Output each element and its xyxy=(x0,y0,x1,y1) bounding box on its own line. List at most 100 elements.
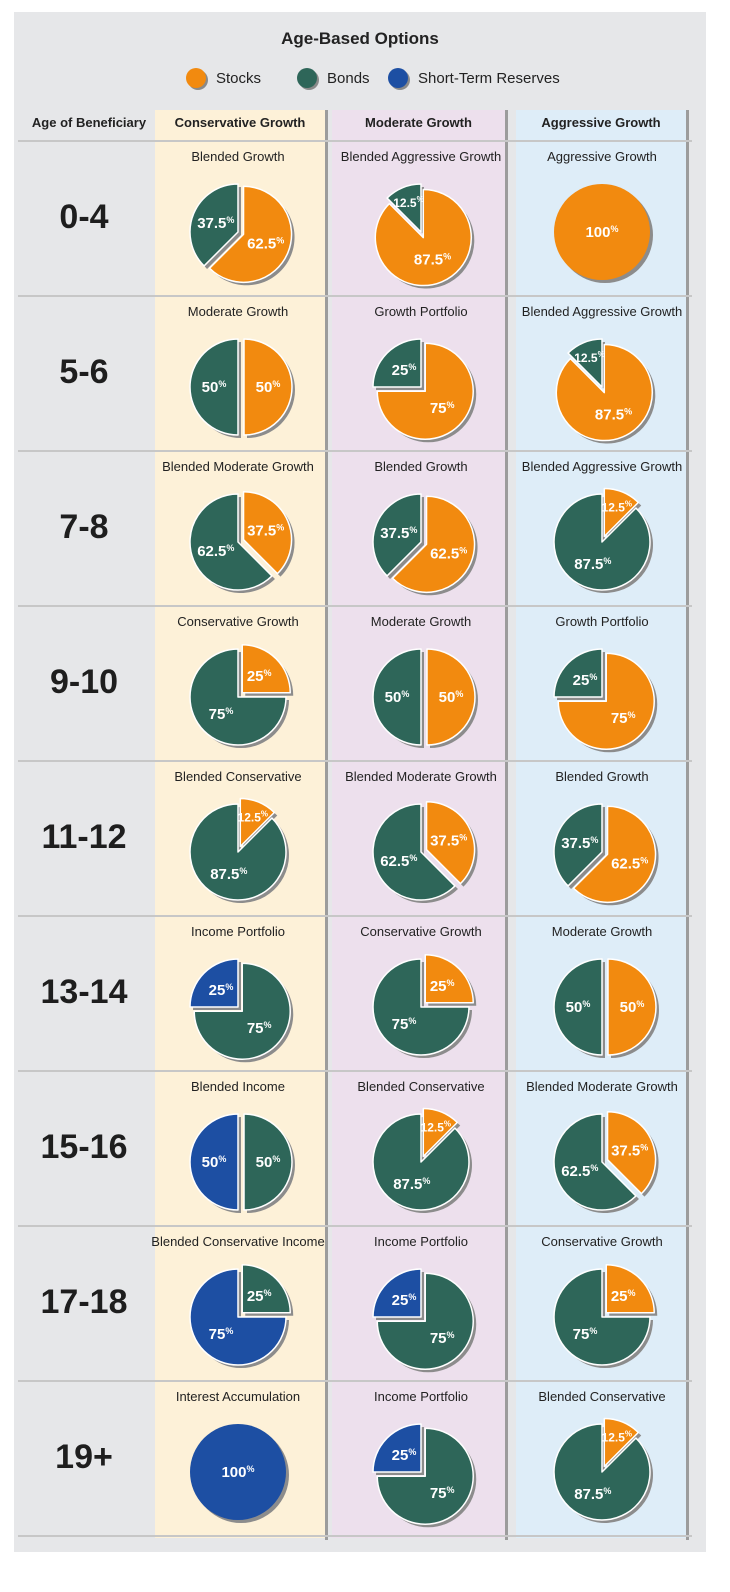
chart-title: Age-Based Options xyxy=(281,29,439,48)
pie-chart: 75% 25% xyxy=(372,1268,477,1373)
age-label-7-8: 7-8 xyxy=(59,508,109,546)
pie-value-label: 25% xyxy=(392,1447,417,1464)
portfolio-title: Interest Accumulation xyxy=(175,1389,301,1404)
pie-value-label: 37.5% xyxy=(247,523,284,540)
pie-slice-short-term-reserves xyxy=(190,1424,286,1520)
portfolio-title: Blended Conservative Income xyxy=(151,1234,325,1249)
age-based-options-panel: Age-Based Options Stocks Bonds Short-Ter… xyxy=(14,12,706,1552)
legend-label-stocks: Stocks xyxy=(216,69,262,87)
pie-slice-bonds xyxy=(567,338,603,388)
portfolio-title: Blended Aggressive Growth xyxy=(340,149,502,164)
portfolio-title: Blended Moderate Growth xyxy=(345,769,497,784)
pie-slice-stocks xyxy=(242,490,293,575)
pie-chart: 87.5% 12.5% xyxy=(555,338,656,444)
pie-slice-short-term-reserves xyxy=(189,1268,287,1366)
portfolio-title: Income Portfolio xyxy=(191,924,285,939)
pie-slice-bonds xyxy=(189,493,273,591)
bonds-swatch-icon xyxy=(297,68,317,88)
pie-slice-bonds xyxy=(193,962,291,1060)
portfolio-title: Conservative Growth xyxy=(360,924,482,939)
portfolio-title: Blended Moderate Growth xyxy=(526,1079,678,1094)
pie-value-label: 62.5% xyxy=(430,546,467,563)
pie-slice-bonds xyxy=(189,338,239,436)
portfolio-title: Blended Income xyxy=(191,1079,285,1094)
pie-value-label: 87.5% xyxy=(210,866,247,883)
portfolio-title: Income Portfolio xyxy=(374,1234,468,1249)
pie-value-label: 37.5% xyxy=(611,1143,648,1160)
portfolio-title: Blended Conservative xyxy=(357,1079,485,1094)
pie-slice-bonds xyxy=(553,493,651,591)
pie-slice-stocks xyxy=(376,342,474,440)
pie-chart: 50% 50% xyxy=(553,958,659,1058)
pie-chart: 12.5% 87.5% xyxy=(553,487,653,593)
pie-value-label: 50% xyxy=(439,689,464,706)
pie-slice-bonds xyxy=(376,1272,474,1370)
pie-slice-stocks xyxy=(374,188,473,287)
pie-chart: 37.5% 62.5% xyxy=(553,1110,659,1213)
pie-value-label: 50% xyxy=(202,1154,227,1171)
pie-value-label: 50% xyxy=(202,379,227,396)
conservative-column-shadow xyxy=(325,110,328,1540)
pie-slice-bonds xyxy=(189,803,287,901)
age-label-11-12: 11-12 xyxy=(41,818,127,856)
pie-slice-short-term-reserves xyxy=(189,958,239,1008)
pie-value-label: 50% xyxy=(566,999,591,1016)
pie-slice-bonds xyxy=(372,958,470,1056)
pie-slice-stocks xyxy=(424,954,474,1004)
pie-slice-bonds xyxy=(243,1113,293,1211)
pie-value-label: 62.5% xyxy=(611,856,648,873)
portfolio-title: Conservative Growth xyxy=(177,614,299,629)
pie-slice-stocks xyxy=(241,644,291,694)
pie-slice-stocks xyxy=(605,1264,655,1314)
legend: Stocks Bonds Short-Term Reserves xyxy=(14,66,706,90)
portfolio-title: Blended Growth xyxy=(374,459,468,474)
pie-value-label: 75% xyxy=(611,710,636,727)
legend-item-stocks: Stocks xyxy=(186,66,261,90)
pie-value-label: 87.5% xyxy=(574,556,611,573)
pie-slice-bonds xyxy=(372,803,456,901)
pie-slice-bonds xyxy=(553,1113,637,1211)
pie-value-label: 25% xyxy=(209,982,234,999)
pie-value-label: 50% xyxy=(620,999,645,1016)
portfolio-title: Blended Conservative xyxy=(174,769,302,784)
aggressive-column-shadow xyxy=(686,110,689,1540)
pie-chart: 25% 75% xyxy=(553,1264,658,1368)
age-label-0-4: 0-4 xyxy=(59,198,109,236)
age-label-9-10: 9-10 xyxy=(49,663,119,701)
pie-value-label: 75% xyxy=(430,1330,455,1347)
portfolio-title: Blended Growth xyxy=(555,769,649,784)
pie-slice-short-term-reserves xyxy=(372,1268,422,1318)
pie-slice-bonds xyxy=(553,958,603,1056)
pie-value-label: 12.5% xyxy=(393,195,423,210)
pie-value-label: 12.5% xyxy=(421,1119,451,1134)
pie-value-label: 25% xyxy=(392,1292,417,1309)
pie-value-label: 62.5% xyxy=(197,543,234,560)
portfolio-title: Blended Aggressive Growth xyxy=(521,459,683,474)
reserves-swatch-icon xyxy=(388,68,408,88)
pie-chart: 12.5% 87.5% xyxy=(189,797,289,903)
pie-slice-stocks xyxy=(422,1107,458,1158)
pie-slice-stocks xyxy=(243,338,293,436)
pie-value-label: 37.5% xyxy=(197,215,234,232)
row-divider xyxy=(18,915,692,917)
portfolio-title: Moderate Growth xyxy=(370,614,472,629)
pie-chart: 12.5% 87.5% xyxy=(372,1107,472,1213)
pie-slice-stocks xyxy=(603,487,639,538)
pie-chart: 62.5% 37.5% xyxy=(553,803,659,906)
age-label-17-18: 17-18 xyxy=(40,1283,128,1321)
age-label-5-6: 5-6 xyxy=(59,353,109,391)
pie-value-label: 37.5% xyxy=(380,525,417,542)
pie-chart: 25% 75% xyxy=(189,1264,294,1368)
pie-slice-bonds xyxy=(189,648,287,746)
pie-chart: 25% 75% xyxy=(372,954,477,1058)
pie-chart: 100% xyxy=(554,184,653,283)
row-divider xyxy=(18,1225,692,1227)
legend-item-reserves: Short-Term Reserves xyxy=(388,66,560,90)
pie-value-label: 62.5% xyxy=(561,1163,598,1180)
pie-value-label: 87.5% xyxy=(595,407,632,424)
pie-value-label: 75% xyxy=(430,400,455,417)
portfolio-title: Blended Growth xyxy=(191,149,285,164)
pie-value-label: 100% xyxy=(585,224,618,241)
pie-value-label: 25% xyxy=(247,1288,272,1305)
pie-slice-bonds xyxy=(553,1268,651,1366)
